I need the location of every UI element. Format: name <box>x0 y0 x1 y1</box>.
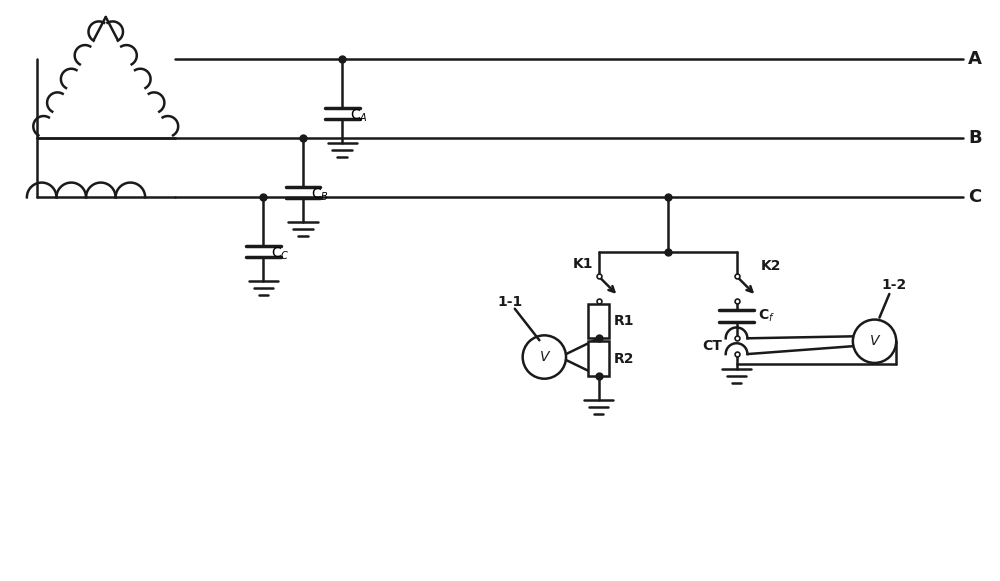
Text: C$_A$: C$_A$ <box>350 107 368 124</box>
Text: CT: CT <box>702 339 722 353</box>
Text: 1-2: 1-2 <box>882 278 907 292</box>
Text: R2: R2 <box>613 352 634 365</box>
Text: V: V <box>870 334 879 348</box>
Text: A: A <box>968 51 982 69</box>
Text: C$_B$: C$_B$ <box>311 186 329 203</box>
Text: K2: K2 <box>761 259 782 273</box>
Bar <box>588 304 609 338</box>
Text: C: C <box>968 188 981 206</box>
Text: B: B <box>968 129 982 147</box>
Text: C$_C$: C$_C$ <box>271 245 290 261</box>
Text: C$_f$: C$_f$ <box>758 307 775 324</box>
Text: K1: K1 <box>573 257 594 271</box>
Text: V: V <box>540 350 549 364</box>
Text: 1-1: 1-1 <box>497 295 522 309</box>
Text: R1: R1 <box>613 314 634 328</box>
Bar <box>588 341 609 376</box>
